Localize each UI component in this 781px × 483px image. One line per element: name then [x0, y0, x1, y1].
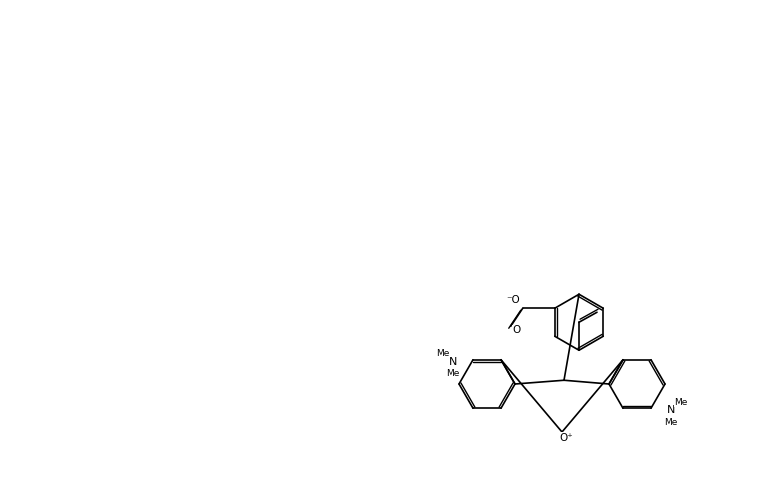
- Text: N: N: [449, 357, 457, 367]
- Text: Me: Me: [665, 418, 678, 427]
- Text: O: O: [512, 325, 521, 335]
- Text: Me: Me: [437, 349, 450, 358]
- Text: Me: Me: [446, 369, 460, 378]
- Text: Me: Me: [674, 398, 688, 407]
- Text: O⁺: O⁺: [559, 433, 573, 443]
- Text: ⁻O: ⁻O: [506, 295, 519, 305]
- Text: N: N: [667, 405, 676, 415]
